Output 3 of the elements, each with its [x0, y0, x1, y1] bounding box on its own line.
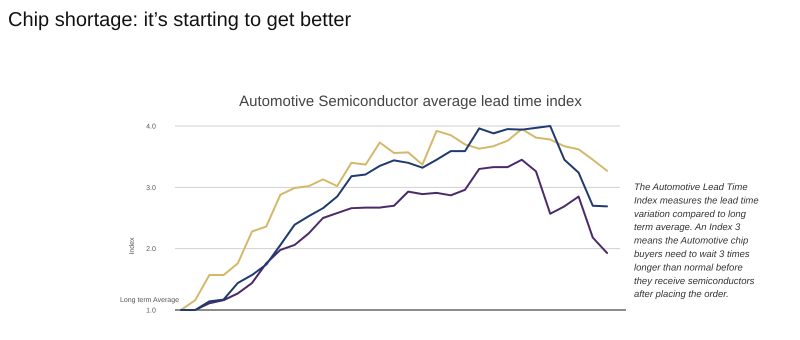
- chart-title: Chip shortage: it’s starting to get better: [8, 9, 352, 31]
- chart-subtitle: Automotive Semiconductor average lead time index: [239, 93, 582, 110]
- text: The Automotive Lead Time Index measures the lead time variation compared to long term average. An Index 3 means the Automotive chip buyers need to wait 3 times longer than normal before they receive semiconductors after placing the order.: [634, 182, 759, 300]
